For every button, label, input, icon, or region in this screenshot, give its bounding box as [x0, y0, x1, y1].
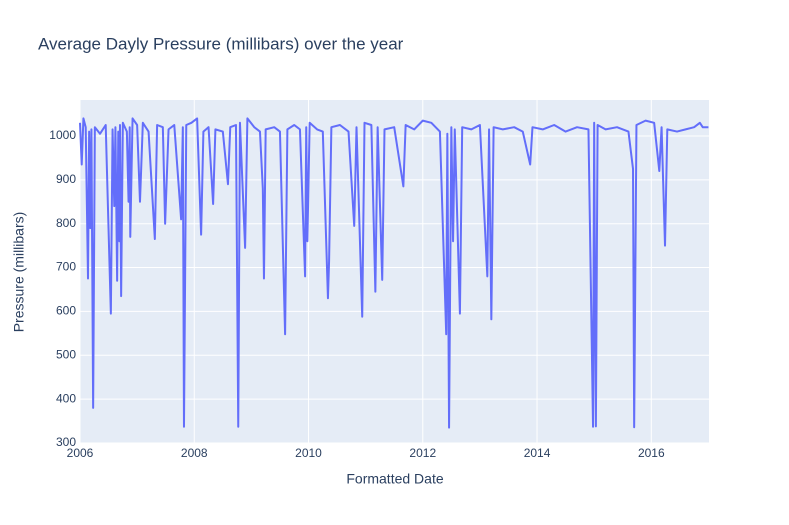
x-tick-label: 2014: [524, 446, 551, 460]
marks: [79, 117, 709, 429]
x-tick-label: 2008: [181, 446, 208, 460]
plot-area: [80, 100, 709, 443]
x-tick-label: 2012: [409, 446, 436, 460]
x-tick-label: 2016: [638, 446, 665, 460]
y-tick-label: 700: [56, 260, 76, 274]
y-tick-label: 1000: [49, 128, 76, 142]
chart-title: Average Dayly Pressure (millibars) over …: [38, 34, 404, 53]
line: [79, 117, 709, 429]
y-tick-label: 800: [56, 216, 76, 230]
x-tick-label: 2010: [295, 446, 322, 460]
x-axis-title: Formatted Date: [346, 471, 443, 487]
y-tick-label: 900: [56, 172, 76, 186]
x-tick-label: 2006: [67, 446, 94, 460]
y-tick-label: 500: [56, 347, 76, 361]
y-tick-label: 400: [56, 391, 76, 405]
y-tick-label: 600: [56, 304, 76, 318]
y-axis-title: Pressure (millibars): [11, 212, 27, 333]
y-tick-label: 300: [56, 435, 76, 449]
